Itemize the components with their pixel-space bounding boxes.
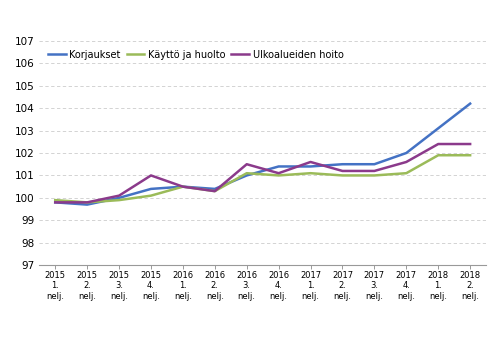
Korjaukset <box>116 196 122 200</box>
Käyttö ja huolto <box>467 153 473 157</box>
Ulkoalueiden hoito <box>116 193 122 198</box>
Korjaukset <box>435 126 441 130</box>
Käyttö ja huolto <box>371 173 377 177</box>
Käyttö ja huolto <box>307 171 313 175</box>
Korjaukset <box>467 102 473 106</box>
Korjaukset <box>244 173 249 177</box>
Käyttö ja huolto <box>84 200 90 204</box>
Käyttö ja huolto <box>148 193 154 198</box>
Line: Ulkoalueiden hoito: Ulkoalueiden hoito <box>55 144 470 202</box>
Korjaukset <box>84 203 90 207</box>
Ulkoalueiden hoito <box>52 200 58 204</box>
Korjaukset <box>339 162 345 166</box>
Käyttö ja huolto <box>403 171 409 175</box>
Korjaukset <box>275 165 281 169</box>
Käyttö ja huolto <box>116 198 122 202</box>
Ulkoalueiden hoito <box>148 173 154 177</box>
Käyttö ja huolto <box>275 173 281 177</box>
Korjaukset <box>371 162 377 166</box>
Ulkoalueiden hoito <box>467 142 473 146</box>
Legend: Korjaukset, Käyttö ja huolto, Ulkoalueiden hoito: Korjaukset, Käyttö ja huolto, Ulkoalueid… <box>44 46 348 64</box>
Käyttö ja huolto <box>180 185 186 189</box>
Ulkoalueiden hoito <box>244 162 249 166</box>
Ulkoalueiden hoito <box>435 142 441 146</box>
Ulkoalueiden hoito <box>275 171 281 175</box>
Korjaukset <box>180 185 186 189</box>
Korjaukset <box>212 187 218 191</box>
Käyttö ja huolto <box>339 173 345 177</box>
Ulkoalueiden hoito <box>339 169 345 173</box>
Käyttö ja huolto <box>244 171 249 175</box>
Ulkoalueiden hoito <box>403 160 409 164</box>
Line: Korjaukset: Korjaukset <box>55 104 470 205</box>
Ulkoalueiden hoito <box>180 185 186 189</box>
Käyttö ja huolto <box>212 189 218 193</box>
Korjaukset <box>307 165 313 169</box>
Käyttö ja huolto <box>435 153 441 157</box>
Ulkoalueiden hoito <box>307 160 313 164</box>
Ulkoalueiden hoito <box>212 189 218 193</box>
Korjaukset <box>52 200 58 204</box>
Käyttö ja huolto <box>52 198 58 202</box>
Line: Käyttö ja huolto: Käyttö ja huolto <box>55 155 470 202</box>
Ulkoalueiden hoito <box>84 200 90 204</box>
Ulkoalueiden hoito <box>371 169 377 173</box>
Korjaukset <box>148 187 154 191</box>
Korjaukset <box>403 151 409 155</box>
